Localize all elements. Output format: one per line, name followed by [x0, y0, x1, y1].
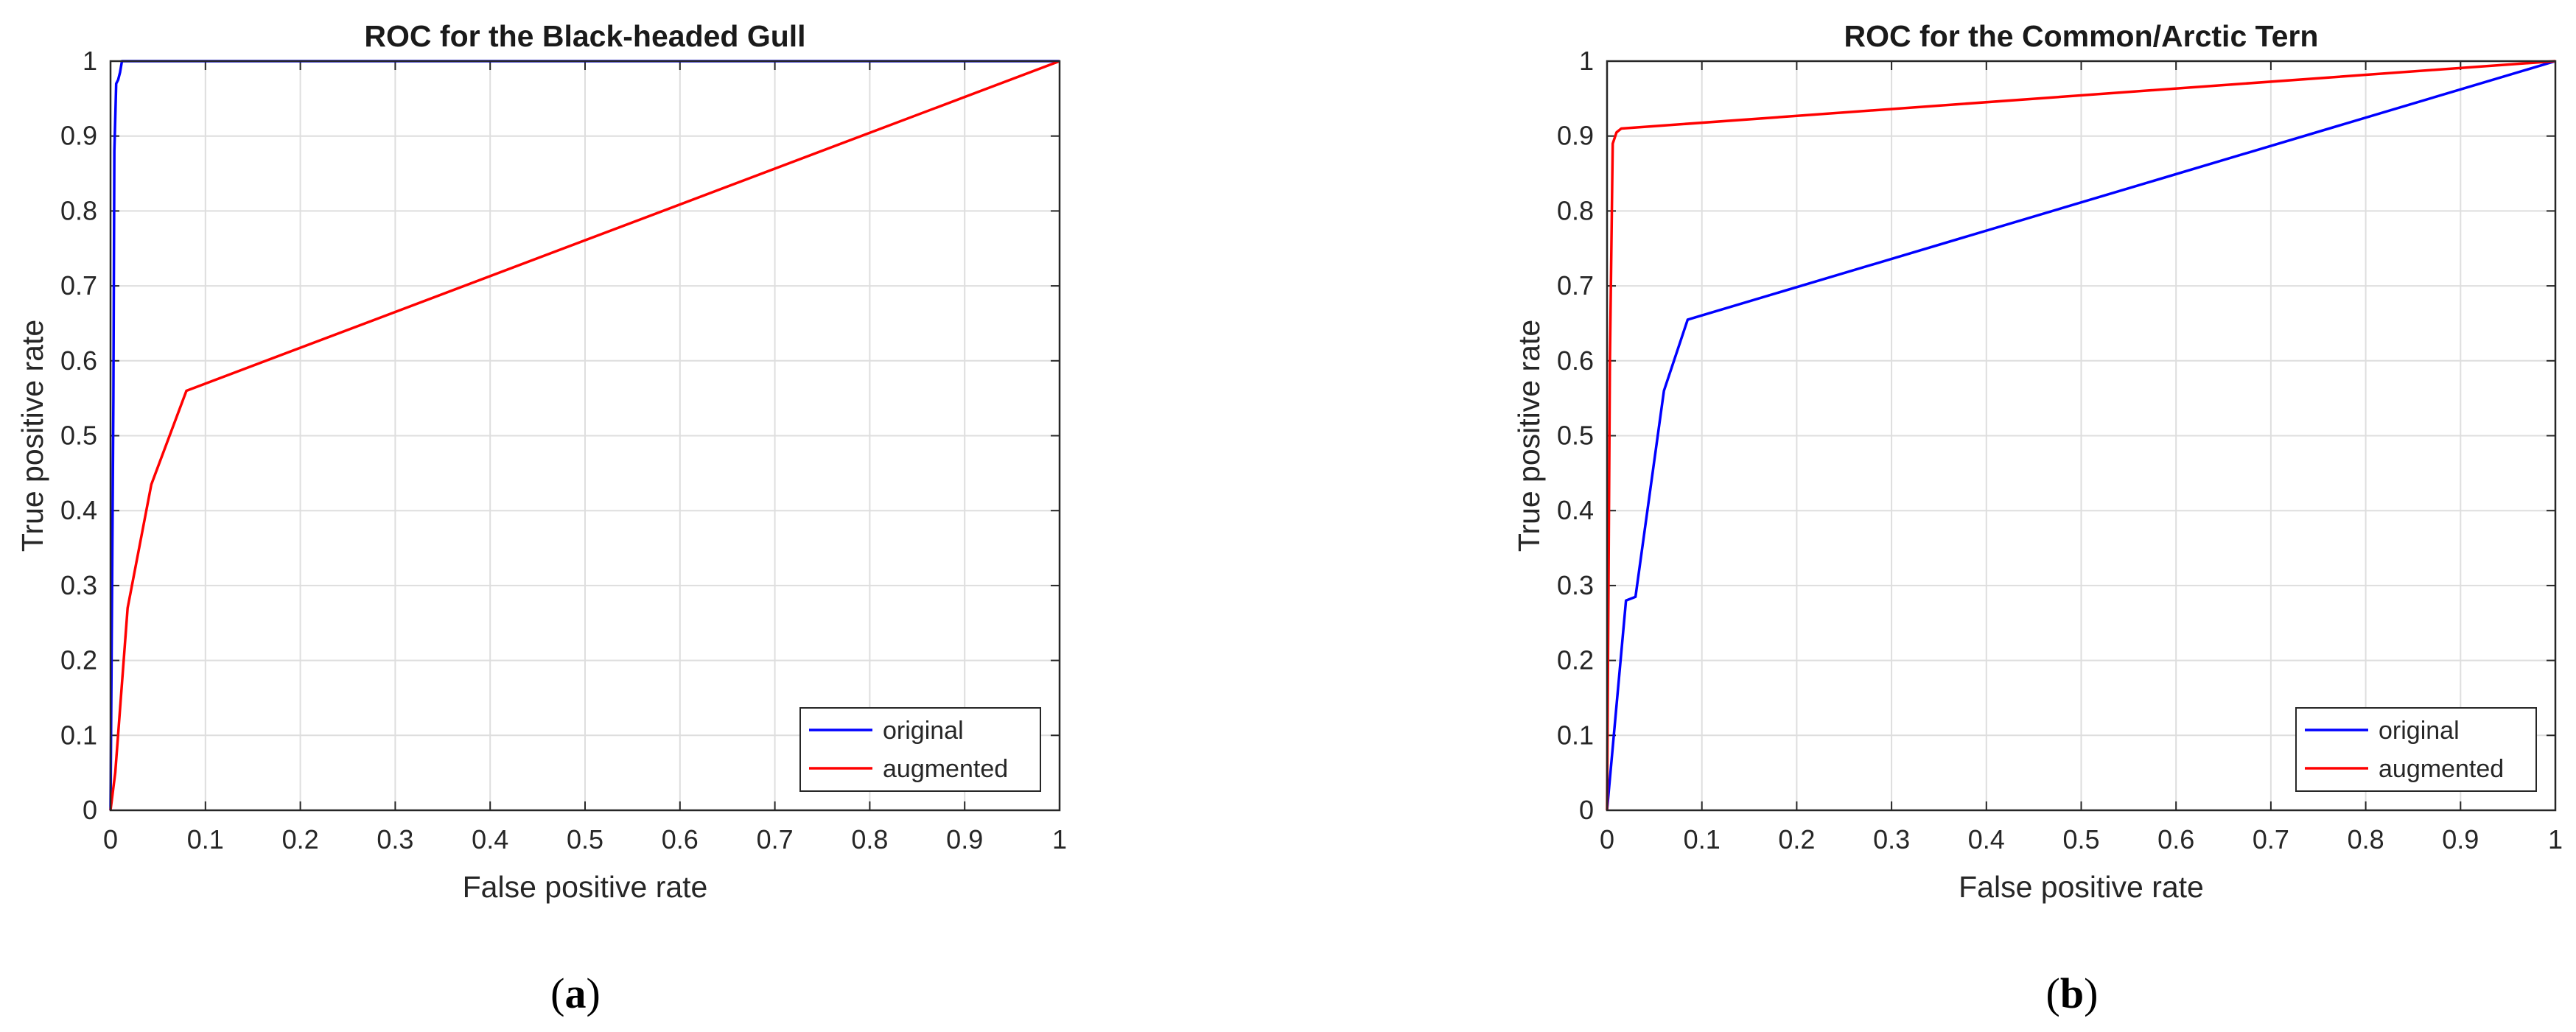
chart-2-axes-box: [1606, 60, 2557, 812]
chart-2-title: ROC for the Common/Arctic Tern: [1844, 19, 2319, 53]
chart-2-x-tick-label: 0.6: [2157, 824, 2194, 854]
chart-2-y-tick-label: 0: [1579, 795, 1594, 825]
chart-1-axes-box: [109, 60, 1061, 812]
chart-2-y-tick-label: 0.7: [1557, 270, 1594, 301]
chart-2-legend-label-augmented: augmented: [2379, 755, 2504, 783]
chart-1-y-tick-label: 0.9: [60, 121, 97, 151]
chart-2-x-tick-label: 0.1: [1684, 824, 1721, 854]
chart-1-x-tick-label: 0.2: [282, 824, 319, 854]
chart-1-series-augmented-line: [109, 60, 1060, 811]
chart-2-x-tick-label: 0.4: [1968, 824, 2005, 854]
chart-1-y-axis-label: True positive rate: [15, 320, 49, 552]
chart-1-legend-box: [799, 707, 1041, 792]
chart-1-y-tick-label: 0.5: [60, 421, 97, 451]
chart-1-series-original-line: [109, 60, 1060, 811]
chart-2-y-tick-label: 1: [1579, 46, 1594, 76]
chart-2-x-tick-label: 0: [1600, 824, 1614, 854]
chart-2-y-tick-label: 0.6: [1557, 345, 1594, 376]
chart-1-x-tick-label: 0.4: [472, 824, 508, 854]
chart-2-y-tick-label: 0.9: [1557, 121, 1594, 151]
chart-2-y-tick-label: 0.1: [1557, 720, 1594, 750]
chart-1-legend-label-original: original: [883, 717, 964, 745]
chart-1-y-tick-label: 1: [83, 46, 97, 76]
chart-2-x-tick-label: 0.8: [2348, 824, 2384, 854]
chart-2-caption: (b): [2046, 969, 2099, 1017]
chart-1-y-tick-label: 0.1: [60, 720, 97, 750]
chart-1-x-tick-label: 1: [1052, 824, 1067, 854]
chart-2-x-tick-label: 0.5: [2062, 824, 2099, 854]
chart-1-title: ROC for the Black-headed Gull: [364, 19, 805, 53]
chart-1-x-axis-label: False positive rate: [463, 870, 708, 904]
chart-2-y-tick-label: 0.2: [1557, 645, 1594, 675]
chart-1-x-tick-label: 0.6: [662, 824, 699, 854]
chart-2-x-tick-label: 0.2: [1778, 824, 1815, 854]
chart-1-y-tick-label: 0.6: [60, 345, 97, 376]
chart-1-y-tick-label: 0.8: [60, 195, 97, 225]
chart-1-x-tick-label: 0.3: [377, 824, 413, 854]
chart-2-x-tick-label: 0.9: [2442, 824, 2479, 854]
chart-2-y-tick-label: 0.4: [1557, 495, 1594, 525]
chart-2-x-tick-label: 1: [2548, 824, 2563, 854]
chart-1-y-tick-label: 0.4: [60, 495, 97, 525]
chart-2-x-tick-label: 0.7: [2253, 824, 2289, 854]
chart-2-series-original-line: [1606, 60, 2556, 811]
chart-1-y-tick-label: 0: [83, 795, 97, 825]
chart-1-x-tick-label: 0: [103, 824, 118, 854]
chart-2-y-axis-label: True positive rate: [1512, 320, 1546, 552]
chart-1-caption: (a): [550, 969, 601, 1017]
chart-2-legend-box: [2295, 707, 2537, 792]
chart-2-y-tick-label: 0.5: [1557, 421, 1594, 451]
chart-1-y-tick-label: 0.3: [60, 570, 97, 600]
chart-1-x-tick-label: 0.5: [567, 824, 603, 854]
chart-2-x-tick-label: 0.3: [1873, 824, 1910, 854]
chart-1-x-tick-label: 0.9: [946, 824, 983, 854]
chart-2-y-tick-label: 0.8: [1557, 195, 1594, 225]
chart-2-x-axis-label: False positive rate: [1959, 870, 2204, 904]
chart-1-x-tick-label: 0.1: [187, 824, 224, 854]
chart-2-series-augmented-line: [1606, 60, 2556, 811]
chart-2-y-tick-label: 0.3: [1557, 570, 1594, 600]
chart-2-legend-label-original: original: [2379, 717, 2460, 745]
chart-1-x-tick-label: 0.7: [757, 824, 794, 854]
chart-1-x-tick-label: 0.8: [851, 824, 888, 854]
chart-1-y-tick-label: 0.7: [60, 270, 97, 301]
chart-1-y-tick-label: 0.2: [60, 645, 97, 675]
chart-1-legend-label-augmented: augmented: [883, 755, 1008, 783]
